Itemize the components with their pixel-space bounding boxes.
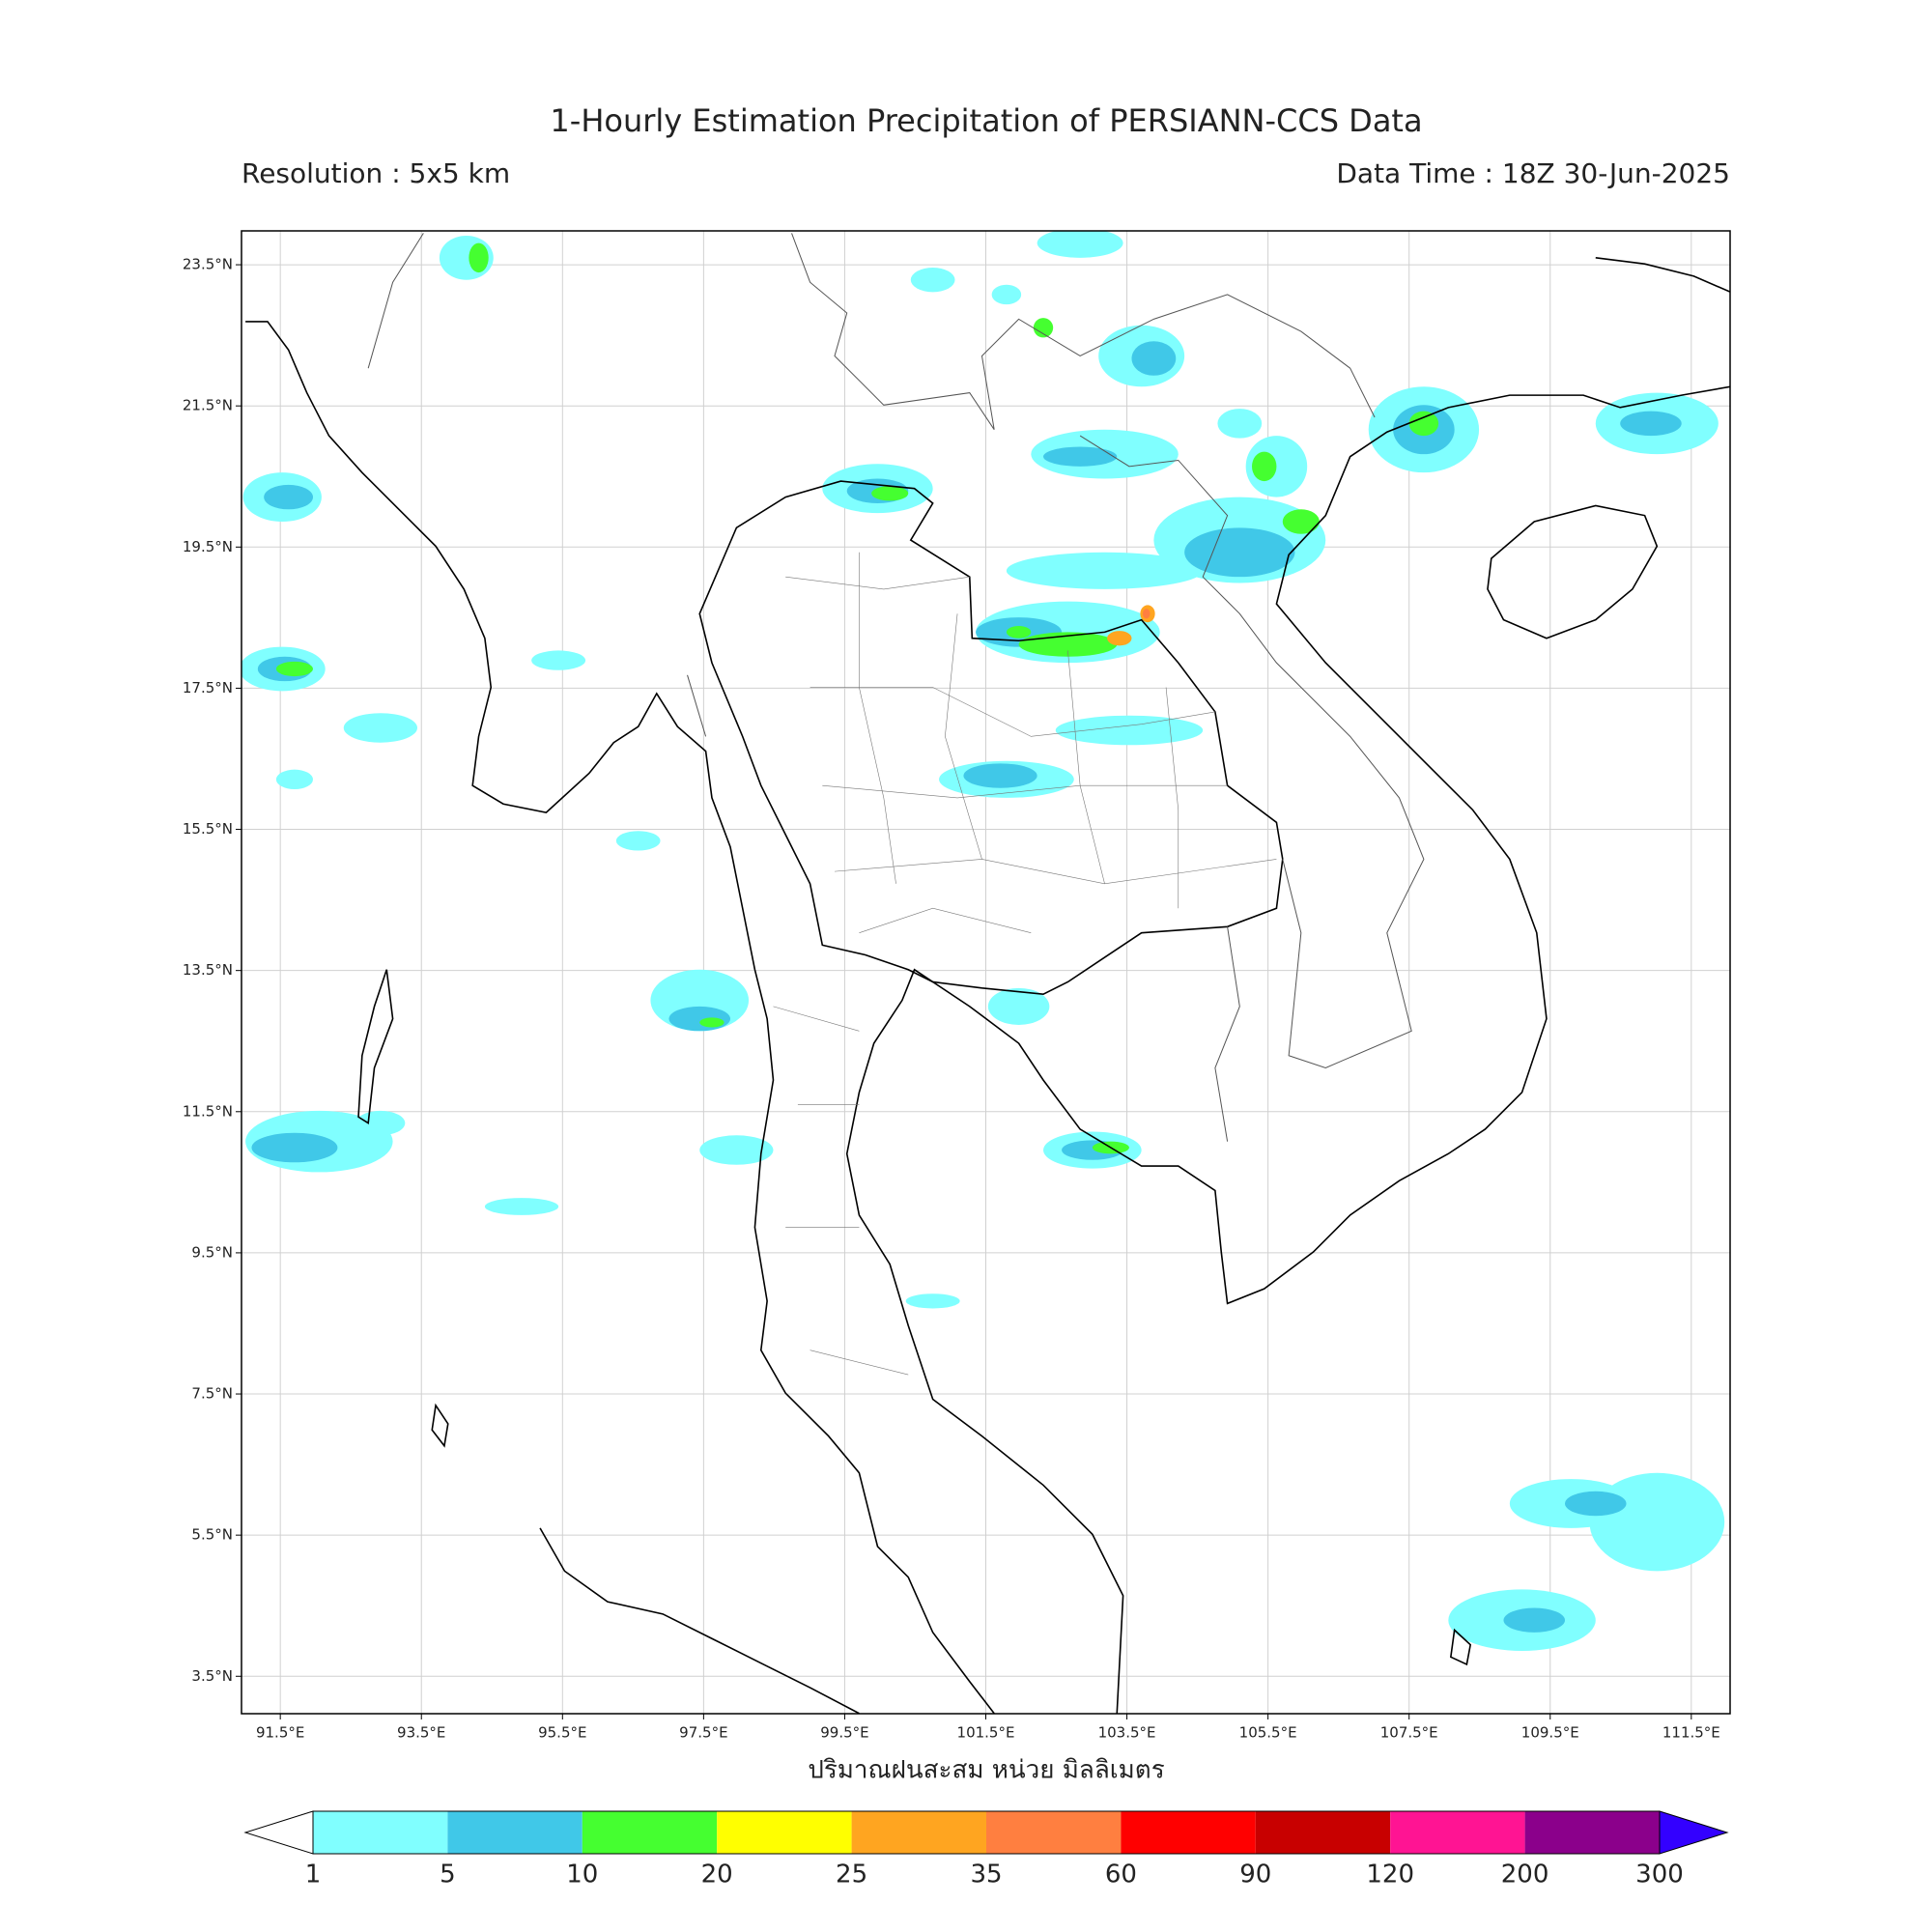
colorbar-segment — [1390, 1811, 1525, 1854]
colorbar-segment — [1524, 1811, 1660, 1854]
colorbar-label: 200 — [1501, 1861, 1549, 1889]
map-frame — [241, 230, 1731, 1715]
y-tick-label: 19.5°N — [183, 538, 233, 555]
colorbar-label: 60 — [1105, 1861, 1137, 1889]
colorbar-segment — [447, 1811, 582, 1854]
y-tick-label: 23.5°N — [183, 256, 233, 273]
colorbar-under — [243, 1810, 314, 1855]
map-layer — [242, 231, 1731, 1713]
y-tick-label: 21.5°N — [183, 397, 233, 414]
x-axis-label: ปริมาณฝนสะสม หน่วย มิลลิเมตร — [808, 1756, 1164, 1785]
colorbar-label: 300 — [1635, 1861, 1684, 1889]
x-tick-label: 109.5°E — [1521, 1724, 1579, 1742]
x-tick-label: 99.5°E — [820, 1724, 868, 1742]
y-tick-label: 11.5°N — [183, 1102, 233, 1120]
grid: 91.5°E 93.5°E 95.5°E 97.5°E 99.5°E 101.5°E 103… — [183, 231, 1730, 1742]
colorbar-label: 25 — [836, 1861, 867, 1889]
x-tick-label: 103.5°E — [1098, 1724, 1156, 1742]
rain — [242, 231, 1725, 1651]
colorbar-segment — [717, 1811, 852, 1854]
colorbar-label: 90 — [1239, 1861, 1271, 1889]
colorbar-segment — [1255, 1811, 1391, 1854]
colorbar-label: 35 — [970, 1861, 1002, 1889]
colorbar-label: 20 — [701, 1861, 733, 1889]
y-tick-label: 17.5°N — [183, 679, 233, 696]
data-time: Data Time : 18Z 30-Jun-2025 — [1336, 157, 1730, 189]
colorbar-segment — [986, 1811, 1122, 1854]
x-tick-label: 93.5°E — [397, 1724, 445, 1742]
x-tick-label: 105.5°E — [1239, 1724, 1297, 1742]
y-tick-label: 5.5°N — [191, 1526, 233, 1544]
x-tick-label: 101.5°E — [957, 1724, 1015, 1742]
colorbar-label: 5 — [440, 1861, 456, 1889]
resolution: Resolution : 5x5 km — [242, 157, 510, 189]
colorbar-segment — [582, 1811, 718, 1854]
colorbar-segment — [1121, 1811, 1256, 1854]
colorbar-outline — [312, 1810, 1661, 1855]
y-tick-label: 13.5°N — [183, 961, 233, 979]
y-tick-label: 15.5°N — [183, 820, 233, 838]
x-tick-label: 111.5°E — [1662, 1724, 1720, 1742]
x-tick-label: 107.5°E — [1380, 1724, 1438, 1742]
title: 1-Hourly Estimation Precipitation of PER… — [550, 102, 1422, 139]
y-tick-label: 7.5°N — [191, 1385, 233, 1403]
y-tick-label: 9.5°N — [191, 1243, 233, 1261]
colorbar-over — [1659, 1810, 1729, 1855]
geography — [245, 233, 1730, 1713]
x-tick-label: 91.5°E — [256, 1724, 304, 1742]
colorbar-segment — [851, 1811, 986, 1854]
colorbar-label: 10 — [566, 1861, 598, 1889]
colorbar-segment — [313, 1811, 448, 1854]
colorbar-label: 1 — [305, 1861, 322, 1889]
colorbar: 1 5 10 20 25 35 60 90 120 200 300 — [243, 1810, 1729, 1889]
x-tick-label: 97.5°E — [679, 1724, 727, 1742]
colorbar-label: 120 — [1366, 1861, 1414, 1889]
y-tick-label: 3.5°N — [191, 1667, 233, 1685]
x-tick-label: 95.5°E — [538, 1724, 586, 1742]
